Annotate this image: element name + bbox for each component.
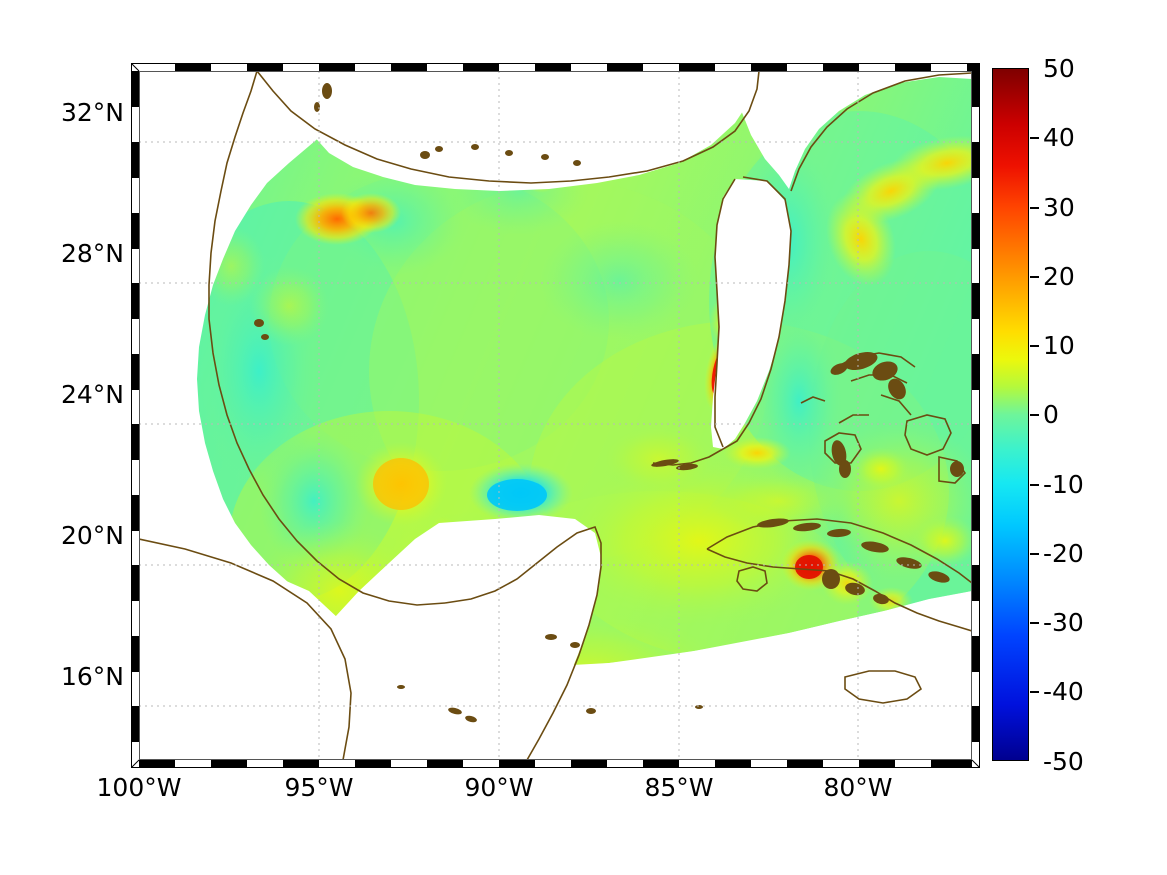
- colorbar-tick-20: [1030, 276, 1039, 278]
- colorbar-label-50: 50: [1043, 54, 1075, 83]
- colorbar-label-m10: -10: [1043, 470, 1084, 499]
- colorbar-tick-0: [1030, 414, 1039, 416]
- colorbar-label-40: 40: [1043, 123, 1075, 152]
- colorbar-label-m50: -50: [1043, 747, 1084, 776]
- x-tick-label-85W: 85°W: [644, 773, 714, 802]
- colorbar-label-20: 20: [1043, 262, 1075, 291]
- x-tick-label-100W: 100°W: [96, 773, 182, 802]
- map-frame-border: [131, 63, 980, 768]
- colorbar-label-m40: -40: [1043, 677, 1084, 706]
- map-raster-and-coastlines: [139, 71, 972, 760]
- colorbar-tick-m20: [1030, 553, 1039, 555]
- x-tick-label-90W: 90°W: [464, 773, 534, 802]
- y-tick-label-20N: 20°N: [60, 521, 124, 550]
- island-fills: [254, 83, 964, 723]
- x-tick-label-80W: 80°W: [823, 773, 893, 802]
- colorbar-gradient: [993, 69, 1028, 760]
- coastline-layer: [139, 71, 972, 760]
- y-tick-label-16N: 16°N: [60, 662, 124, 691]
- no-data-mask: [139, 591, 972, 760]
- colorbar-tick-30: [1030, 207, 1039, 209]
- colorbar-tick-40: [1030, 137, 1039, 139]
- y-tick-label-24N: 24°N: [60, 380, 124, 409]
- colorbar-label-0: 0: [1043, 400, 1059, 429]
- y-tick-label-32N: 32°N: [60, 98, 124, 127]
- colorbar-label-m30: -30: [1043, 608, 1084, 637]
- colorbar-tick-m30: [1030, 622, 1039, 624]
- colorbar-label-10: 10: [1043, 331, 1075, 360]
- graticule-gridlines: [139, 71, 972, 760]
- colorbar-tick-m40: [1030, 691, 1039, 693]
- colorbar-label-30: 30: [1043, 193, 1075, 222]
- colorbar-tick-m10: [1030, 484, 1039, 486]
- x-tick-label-95W: 95°W: [284, 773, 354, 802]
- map-plot-area: [139, 71, 972, 760]
- y-tick-label-28N: 28°N: [60, 239, 124, 268]
- colorbar[interactable]: [992, 68, 1029, 761]
- colorbar-label-m20: -20: [1043, 539, 1084, 568]
- colorbar-tick-10: [1030, 345, 1039, 347]
